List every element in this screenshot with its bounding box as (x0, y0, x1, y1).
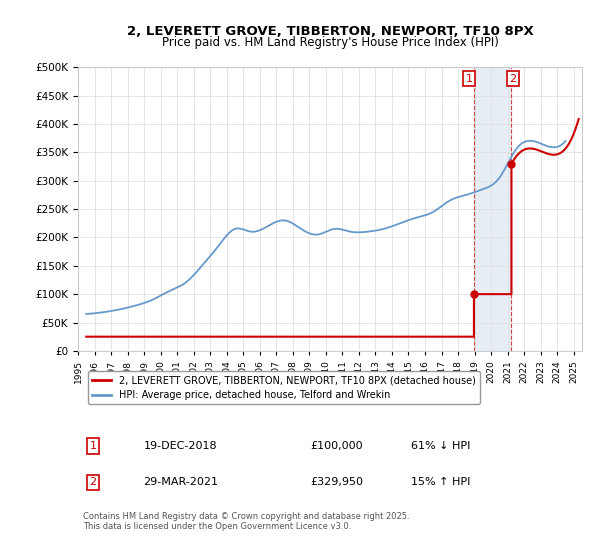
Legend: 2, LEVERETT GROVE, TIBBERTON, NEWPORT, TF10 8PX (detached house), HPI: Average p: 2, LEVERETT GROVE, TIBBERTON, NEWPORT, T… (88, 371, 480, 404)
Text: 2: 2 (509, 73, 517, 83)
Text: 2, LEVERETT GROVE, TIBBERTON, NEWPORT, TF10 8PX: 2, LEVERETT GROVE, TIBBERTON, NEWPORT, T… (127, 25, 533, 38)
Text: £100,000: £100,000 (310, 441, 362, 451)
Bar (474, 67, 511, 351)
Text: 1: 1 (89, 441, 97, 451)
Text: 19-DEC-2018: 19-DEC-2018 (143, 441, 217, 451)
Text: 1: 1 (466, 73, 472, 83)
Text: Contains HM Land Registry data © Crown copyright and database right 2025.
This d: Contains HM Land Registry data © Crown c… (83, 512, 410, 531)
Text: 29-MAR-2021: 29-MAR-2021 (143, 477, 218, 487)
Text: Price paid vs. HM Land Registry's House Price Index (HPI): Price paid vs. HM Land Registry's House … (161, 36, 499, 49)
Text: 2: 2 (89, 477, 97, 487)
Text: 15% ↑ HPI: 15% ↑ HPI (410, 477, 470, 487)
Text: 61% ↓ HPI: 61% ↓ HPI (410, 441, 470, 451)
Text: £329,950: £329,950 (310, 477, 363, 487)
